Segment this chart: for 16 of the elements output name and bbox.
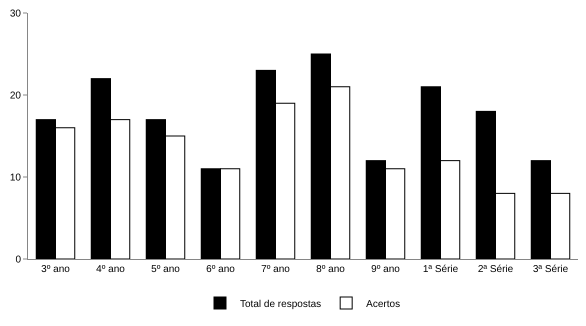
x-tick-label: 9º ano (371, 264, 400, 275)
x-tick-label: 8º ano (316, 264, 346, 275)
x-tick-label: 5º ano (151, 264, 180, 275)
x-tick-label: 3ª Série (532, 264, 569, 275)
x-tick-label: 6º ano (206, 264, 236, 275)
x-tick-label: 7º ano (261, 264, 290, 275)
y-tick-label: 20 (10, 90, 22, 102)
x-tick-label: 4º ano (96, 264, 126, 275)
legend-label: Total de respostas (240, 298, 322, 310)
y-tick-label: 30 (10, 8, 22, 20)
x-tick-label: 1ª Série (422, 264, 459, 275)
y-tick-label: 0 (15, 254, 22, 266)
y-tick-label: 10 (10, 172, 22, 184)
x-tick-label: 2ª Série (478, 264, 514, 275)
x-tick-label: 3º ano (41, 264, 70, 275)
legend-label: Acertos (366, 298, 400, 310)
